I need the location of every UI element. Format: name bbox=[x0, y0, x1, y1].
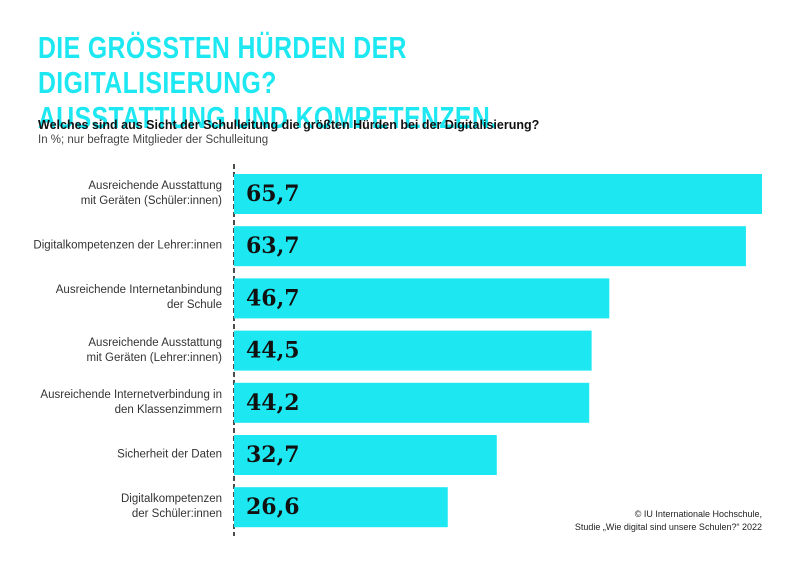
bar bbox=[234, 174, 762, 214]
value-label: 44,2 bbox=[246, 390, 300, 416]
chart-title: DIE GRÖSSTEN HÜRDEN DER DIGITALISIERUNG?… bbox=[38, 30, 498, 135]
question: Welches sind aus Sicht der Schulleitung … bbox=[38, 118, 540, 132]
category-label: Digitalkompetenzen der Lehrer:innen bbox=[33, 239, 222, 252]
category-label: Ausreichende Ausstattung mit Geräten (Sc… bbox=[80, 180, 222, 207]
category-label: Sicherheit der Daten bbox=[117, 448, 222, 461]
note: In %; nur befragte Mitglieder der Schull… bbox=[38, 134, 269, 146]
category-label: Digitalkompetenzen der Schüler:innen bbox=[120, 493, 222, 521]
bar bbox=[234, 487, 448, 528]
category-label: Ausreichende Ausstattung mit Geräten (Le… bbox=[86, 336, 222, 364]
value-label: 46,7 bbox=[246, 285, 300, 311]
category-label: Ausreichende Internetverbindung in den K… bbox=[40, 388, 222, 416]
bar bbox=[234, 435, 497, 475]
source: © IU Internationale Hochschule, Studie „… bbox=[574, 509, 762, 532]
value-label: 32,7 bbox=[246, 442, 300, 468]
value-label: 65,7 bbox=[246, 181, 300, 207]
bar bbox=[234, 330, 592, 371]
bar bbox=[234, 278, 610, 319]
bar bbox=[234, 382, 590, 423]
value-label: 44,5 bbox=[246, 338, 300, 364]
value-label: 63,7 bbox=[246, 233, 300, 259]
bar bbox=[234, 226, 746, 267]
value-label: 26,6 bbox=[246, 494, 300, 520]
category-label: Ausreichende Internetanbindung der Schul… bbox=[55, 284, 222, 312]
